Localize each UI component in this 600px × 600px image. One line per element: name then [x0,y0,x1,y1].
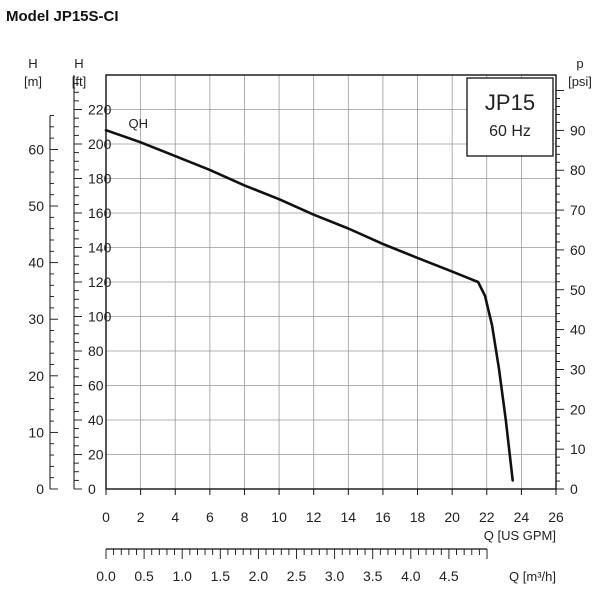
model-box-line1: JP15 [485,90,535,115]
m-tick-label: 10 [28,424,44,440]
x-tick-label: 24 [514,509,530,525]
m3h-tick-label: 1.0 [172,568,192,584]
psi-axis-unit: [psi] [568,74,592,89]
series-line-qh [104,128,514,482]
x-tick-label: 0 [102,509,110,525]
ft-axis-title: H [74,56,83,71]
ft-tick-label: 40 [88,412,104,428]
ft-tick-label: 120 [88,274,112,290]
ft-tick-label: 220 [88,102,112,118]
model-box-line2: 60 Hz [489,123,531,140]
model-box-frame [466,77,554,157]
chart-title: Model JP15S-CI [6,8,119,25]
ft-tick-label: 200 [88,136,112,152]
m3h-tick-label: 4.0 [401,568,421,584]
m-tick-label: 50 [28,198,44,214]
x-tick-label: 16 [375,509,391,525]
series-layer: QH [104,116,514,482]
m3h-tick-label: 2.5 [287,568,307,584]
x-tick-label: 18 [410,509,426,525]
m3h-tick-label: 0.5 [134,568,154,584]
m3h-tick-label: 1.5 [211,568,231,584]
x-axis-m3h: 0.0 0.5 1.0 1.5 2.0 2.5 3.0 3.5 4.0 4.5 Q [m³/h] [96,548,556,584]
y-axis-ft: H [ft] 0 20 40 60 80 100 120 140 160 180 200 220 [72,56,112,497]
ft-tick-label: 160 [88,205,112,221]
x-axis-gpm: 0 2 4 6 8 10 12 14 16 18 20 22 24 26Q [US GPM] [102,489,564,543]
psi-tick-label: 80 [570,162,586,178]
ft-tick-label: 180 [88,171,112,187]
series-label-qh: QH [129,116,149,131]
x-tick-label: 10 [271,509,287,525]
m-tick-label: 60 [28,141,44,157]
m-tick-label: 20 [28,368,44,384]
x-tick-label: 20 [444,509,460,525]
psi-tick-label: 10 [570,441,586,457]
m3h-tick-label: 3.0 [325,568,345,584]
psi-tick-label: 70 [570,202,586,218]
ft-axis-unit: [ft] [72,74,86,89]
ft-tick-label: 140 [88,240,112,256]
model-box: JP15 60 Hz [466,77,554,157]
psi-tick-label: 30 [570,361,586,377]
ft-tick-label: 60 [88,378,104,394]
m3h-tick-label: 4.5 [439,568,459,584]
m-tick-label: 0 [36,481,44,497]
x-tick-label: 8 [241,509,249,525]
x-tick-label: 4 [171,509,179,525]
m3h-axis-label: Q [m³/h] [509,569,556,584]
psi-tick-label: 0 [570,481,578,497]
y-axis-m: H [m] 0 10 20 30 40 50 60 [24,56,58,497]
x-tick-label: 22 [479,509,495,525]
x-tick-label: 26 [548,509,564,525]
ft-tick-label: 80 [88,343,104,359]
x-tick-label: 14 [341,509,357,525]
ft-tick-label: 100 [88,309,112,325]
x-tick-label: 6 [206,509,214,525]
x-tick-label: 2 [137,509,145,525]
psi-axis-title: p [576,56,583,71]
m3h-tick-label: 2.0 [249,568,269,584]
y-axis-psi: p [psi] 0 10 20 30 40 50 60 70 80 90 [556,56,592,497]
m-axis-title: H [28,56,37,71]
psi-tick-label: 60 [570,242,586,258]
m-tick-label: 40 [28,255,44,271]
ft-tick-label: 20 [88,447,104,463]
psi-tick-label: 20 [570,401,586,417]
m-tick-label: 30 [28,311,44,327]
x-tick-label: 12 [306,509,322,525]
ft-tick-label: 0 [88,481,96,497]
psi-tick-label: 40 [570,322,586,338]
m-axis-unit: [m] [24,74,42,89]
m3h-tick-label: 3.5 [363,568,383,584]
m3h-tick-label: 0.0 [96,568,116,584]
psi-tick-label: 50 [570,282,586,298]
x-axis-label: Q [US GPM] [484,528,556,543]
psi-tick-label: 90 [570,122,586,138]
